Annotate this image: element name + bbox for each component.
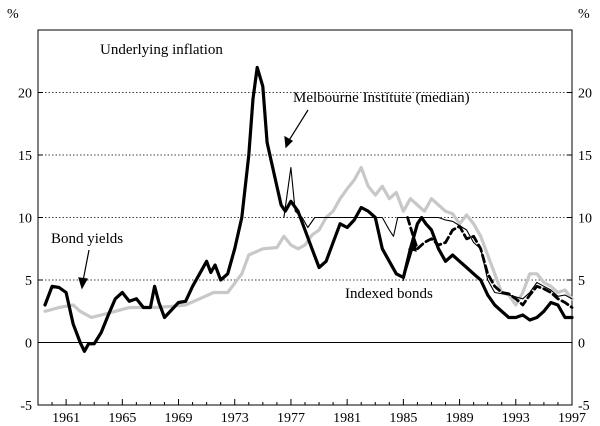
label-melbourne-institute: Melbourne Institute (median): [293, 90, 470, 106]
x-tick-label-1981: 1981: [333, 411, 361, 426]
y-tick-label-right-10: 10: [578, 212, 592, 227]
y-unit-right: %: [578, 7, 590, 22]
y-tick-label-left-15: 15: [18, 149, 32, 164]
y-tick-label-left-0: 0: [25, 337, 32, 352]
x-tick-label-1997: 1997: [558, 411, 586, 426]
label-underlying-inflation: Underlying inflation: [100, 42, 223, 58]
series-melbourne-institute-median: [283, 166, 573, 300]
x-tick-label-1961: 1961: [52, 411, 80, 426]
plot-frame: [37, 29, 573, 406]
x-tick-label-1969: 1969: [165, 411, 193, 426]
x-tick-label-1965: 1965: [108, 411, 136, 426]
y-tick-label-right-20: 20: [578, 87, 592, 102]
annotation-arrows: [78, 109, 417, 290]
tick-labels: -5 -5 0 0 5 5 10 10 15 15 20 20 1961 1965 1969 1973 1977…: [18, 87, 592, 426]
arrow-indexed-bonds-head: [407, 239, 417, 252]
y-tick-label-left-5: 5: [25, 274, 32, 289]
y-tick-label-left--5: -5: [20, 399, 32, 414]
y-tick-label-right--5: -5: [578, 399, 590, 414]
label-bond-yields: Bond yields: [51, 231, 123, 247]
arrow-bond-yields-head: [78, 277, 88, 290]
x-tick-label-1977: 1977: [277, 411, 305, 426]
x-tick-label-1973: 1973: [221, 411, 249, 426]
x-tick-label-1989: 1989: [446, 411, 474, 426]
y-tick-label-right-0: 0: [578, 337, 585, 352]
y-tick-label-right-5: 5: [578, 274, 585, 289]
series-layer: [43, 65, 574, 353]
arrow-melbourne-head: [284, 135, 293, 149]
series-indexed-bonds: [406, 216, 574, 309]
x-tick-label-1985: 1985: [389, 411, 417, 426]
gridlines: [38, 92, 572, 343]
label-indexed-bonds: Indexed bonds: [345, 286, 433, 302]
arrow-bond-yields-line: [82, 249, 90, 282]
series-underlying-inflation: [43, 65, 574, 353]
y-unit-left: %: [7, 7, 19, 22]
y-tick-label-right-15: 15: [578, 149, 592, 164]
x-tick-label-1993: 1993: [502, 411, 530, 426]
y-tick-label-left-20: 20: [18, 87, 32, 102]
arrow-indexed-bonds-line: [402, 247, 414, 282]
y-tick-label-left-10: 10: [18, 212, 32, 227]
arrow-melbourne-line: [287, 109, 309, 143]
